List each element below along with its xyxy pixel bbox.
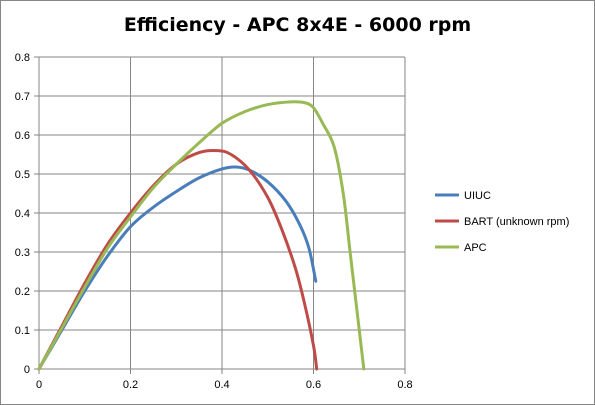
- y-tick-label: 0.7: [15, 91, 30, 103]
- series-line-uiuc: [37, 165, 318, 371]
- y-tick-label: 0: [24, 364, 30, 376]
- chart-title: Efficiency - APC 8x4E - 6000 rpm: [123, 14, 472, 36]
- series-line-bart: [37, 148, 319, 371]
- x-tick-label: 0.6: [306, 379, 321, 391]
- y-tick-label: 0.3: [15, 247, 30, 259]
- series-line-apc: [37, 100, 366, 371]
- legend-label-uiuc: UIUC: [464, 190, 491, 202]
- y-tick-label: 0.1: [15, 325, 30, 337]
- y-tick-label: 0.5: [15, 169, 30, 181]
- y-tick-label: 0.8: [15, 52, 30, 64]
- x-tick-label: 0.2: [123, 379, 138, 391]
- y-tick-label: 0.4: [15, 208, 30, 220]
- x-tick-label: 0.4: [214, 379, 229, 391]
- x-tick-label: 0.8: [397, 379, 412, 391]
- y-tick-label: 0.6: [15, 130, 30, 142]
- x-tick-label: 0: [36, 379, 42, 391]
- legend-label-apc: APC: [464, 242, 487, 254]
- legend-label-bart: BART (unknown rpm): [464, 216, 569, 228]
- y-tick-label: 0.2: [15, 286, 30, 298]
